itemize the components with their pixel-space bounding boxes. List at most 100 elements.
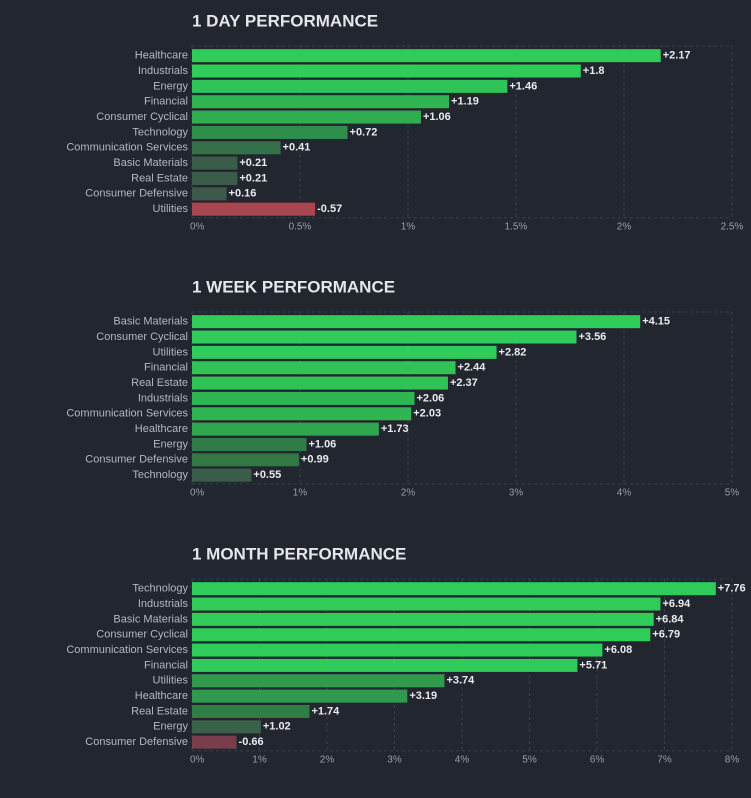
value-label: +6.79 (652, 629, 680, 641)
category-label: Technology (132, 126, 188, 138)
bar (192, 628, 651, 642)
x-tick-label: 7% (657, 754, 672, 765)
category-label: Consumer Defensive (85, 188, 188, 200)
category-label: Healthcare (135, 50, 188, 62)
value-label: +1.19 (451, 96, 479, 108)
category-label: Financial (144, 96, 188, 108)
x-tick-label: 5% (522, 754, 537, 765)
x-tick-label: 5% (725, 487, 740, 498)
bar (192, 453, 299, 467)
category-label: Communication Services (66, 644, 188, 656)
category-label: Consumer Defensive (85, 736, 188, 748)
x-tick-label: 1% (401, 221, 416, 232)
bar (192, 735, 237, 749)
category-label: Communication Services (66, 408, 188, 420)
category-label: Industrials (138, 65, 189, 77)
bar (192, 468, 252, 482)
category-label: Technology (132, 583, 188, 595)
category-label: Utilities (153, 203, 189, 215)
value-label: +0.55 (253, 469, 281, 481)
value-label: +0.72 (350, 126, 378, 138)
value-label: +2.03 (413, 408, 441, 420)
value-label: +2.17 (663, 50, 691, 62)
category-label: Financial (144, 362, 188, 374)
category-label: Technology (132, 469, 188, 481)
bar (192, 171, 238, 185)
value-label: +4.15 (642, 316, 670, 328)
bar (192, 407, 412, 421)
value-label: +1.02 (263, 721, 291, 733)
bar (192, 110, 421, 124)
bar (192, 582, 716, 596)
value-label: +3.74 (446, 675, 475, 687)
chart-title: 1 MONTH PERFORMANCE (192, 544, 406, 563)
bar (192, 674, 445, 688)
category-label: Healthcare (135, 423, 188, 435)
x-tick-label: 1.5% (505, 221, 528, 232)
bar (192, 376, 448, 390)
value-label: +3.19 (409, 690, 437, 702)
value-label: +0.21 (239, 172, 267, 184)
category-label: Healthcare (135, 690, 188, 702)
x-tick-label: 3% (387, 754, 402, 765)
value-label: +1.8 (583, 65, 605, 77)
value-label: +2.44 (458, 362, 487, 374)
category-label: Energy (153, 80, 188, 92)
category-label: Consumer Cyclical (96, 111, 188, 123)
bar (192, 361, 456, 375)
x-tick-label: 2% (401, 487, 416, 498)
value-label: +2.37 (450, 377, 478, 389)
bar (192, 95, 450, 109)
x-tick-label: 1% (252, 754, 267, 765)
x-tick-label: 2.5% (721, 221, 744, 232)
value-label: +1.46 (509, 80, 537, 92)
value-label: +1.73 (381, 423, 409, 435)
category-label: Utilities (153, 346, 189, 358)
category-label: Real Estate (131, 172, 188, 184)
chart-title: 1 DAY PERFORMANCE (192, 11, 378, 30)
value-label: +0.21 (239, 157, 267, 169)
category-label: Communication Services (66, 142, 188, 154)
bar (192, 141, 281, 155)
x-tick-label: 3% (509, 487, 524, 498)
category-label: Basic Materials (113, 157, 188, 169)
bar (192, 422, 379, 436)
bar (192, 391, 415, 405)
value-label: +2.06 (416, 392, 444, 404)
category-label: Real Estate (131, 377, 188, 389)
bar (192, 720, 261, 734)
x-tick-label: 2% (320, 754, 335, 765)
bar (192, 202, 316, 216)
x-tick-label: 0.5% (289, 221, 312, 232)
value-label: +0.16 (229, 188, 257, 200)
value-label: +5.71 (579, 659, 607, 671)
value-label: +7.76 (718, 583, 746, 595)
x-tick-label: 1% (293, 487, 308, 498)
category-label: Utilities (153, 675, 189, 687)
value-label: +6.94 (662, 598, 691, 610)
bar (192, 658, 578, 672)
value-label: +6.08 (604, 644, 632, 656)
x-tick-label: 6% (590, 754, 605, 765)
bar (192, 437, 307, 451)
category-label: Energy (153, 721, 188, 733)
bar (192, 689, 408, 703)
value-label: -0.57 (317, 203, 342, 215)
bar (192, 125, 348, 139)
category-label: Consumer Defensive (85, 454, 188, 466)
x-tick-label: 0% (190, 754, 205, 765)
bar (192, 64, 581, 78)
bar (192, 156, 238, 170)
value-label: +6.84 (656, 613, 685, 625)
category-label: Basic Materials (113, 613, 188, 625)
value-label: +0.99 (301, 454, 329, 466)
chart-title: 1 WEEK PERFORMANCE (192, 277, 395, 296)
category-label: Industrials (138, 598, 189, 610)
bar (192, 79, 508, 93)
bar (192, 643, 603, 657)
category-label: Basic Materials (113, 316, 188, 328)
value-label: +1.06 (423, 111, 451, 123)
x-tick-label: 8% (725, 754, 740, 765)
value-label: +1.06 (308, 438, 336, 450)
